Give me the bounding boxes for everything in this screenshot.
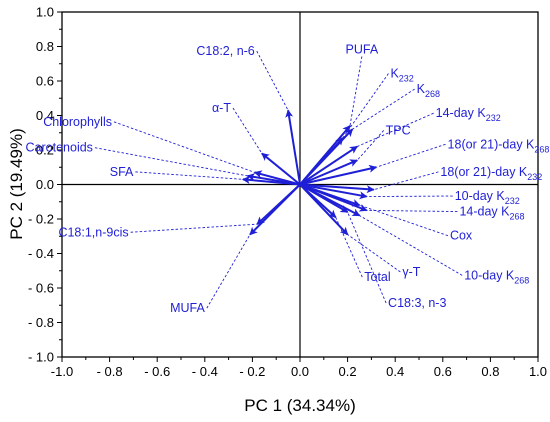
x-tick-label: 0.0 [291,364,309,379]
label-chlorophylls: Chlorophylls [43,115,112,129]
leader-c18-1-n-9cis [130,223,258,233]
label-sfa: SFA [110,165,134,179]
x-tick-label: - 0.2 [239,364,265,379]
leader-carotenoids [94,147,248,177]
leader-t [232,107,263,154]
label-c18-1-n-9cis: C18:1,n-9cis [58,225,128,239]
y-axis-title: PC 2 (19.49%) [7,128,26,240]
y-tick-label: - 0.6 [28,281,54,296]
x-axis-title: PC 1 (34.34%) [244,396,356,415]
x-tick-label: - 0.4 [192,364,218,379]
x-tick-label: 0.6 [434,364,452,379]
y-tick-label: - 0.2 [28,212,54,227]
leader-cox [359,204,449,237]
x-tick-label: -1.0 [51,364,73,379]
leader-t [347,234,401,273]
arrow-tpc [299,159,359,186]
y-tick-label: 0.4 [36,108,54,123]
leader-pufa [349,56,363,126]
x-tick-label: 0.8 [481,364,499,379]
x-tick-label: 0.4 [386,364,404,379]
label-18-or-21-day-k232: 18(or 21)-day K232 [440,165,542,182]
y-tick-label: 0.8 [36,39,54,54]
arrow-14-day-k232 [299,145,358,186]
label-carotenoids: Carotenoids [26,141,93,155]
label-t: γ-T [402,265,420,279]
label-t: α-T [212,101,231,115]
label-c18-3-n-3: C18:3, n-3 [388,296,446,310]
leader-k232 [342,73,389,139]
y-tick-label: - 0.4 [28,246,54,261]
label-10-day-k268: 10-day K268 [464,268,529,285]
arrow-k268 [299,128,354,186]
leader-18-or-21-day-k268 [376,143,446,168]
loading-arrows [241,109,378,236]
label-cox: Cox [450,229,473,243]
label-c18-2-n-6: C18:2, n-6 [196,44,254,58]
arrow-10-day-k232 [299,183,368,200]
label-mufa: MUFA [170,301,205,315]
leader-10-day-k232 [366,195,453,198]
leader-14-day-k232 [356,112,434,147]
label-leader-lines [94,50,463,309]
leader-k268 [352,88,415,130]
y-tick-label: 0.2 [36,143,54,158]
tick-marks: -1.0 - 0.8 - 0.6 - 0.4 - 0.2 0.0 0.2 0.4 0.6 0.8 1… [28,5,547,380]
label-pufa: PUFA [346,42,379,56]
leader-tpc [356,130,385,161]
label-18-or-21-day-k268: 18(or 21)-day K268 [448,137,550,154]
arrow-sfa [241,175,301,186]
x-tick-label: - 0.8 [97,364,123,379]
leader-18-or-21-day-k232 [373,171,439,191]
y-tick-label: 0.6 [36,74,54,89]
x-tick-label: 0.2 [339,364,357,379]
arrow-total [299,183,337,219]
leader-c18-3-n-3 [347,211,387,304]
y-tick-label: 1.0 [36,5,54,20]
y-tick-label: - 1.0 [28,350,54,365]
leader-chlorophylls [113,121,255,173]
label-k268: K268 [417,82,440,99]
label-k232: K232 [390,67,413,84]
arrow-mufa [249,183,301,236]
arrow-c18-3-n-3 [299,183,349,213]
label-14-day-k268: 14-day K268 [459,205,524,222]
label-tpc: TPC [386,123,411,137]
leader-14-day-k268 [366,209,458,212]
arrow-t [261,152,301,186]
arrow-18-or-21-day-k268 [299,164,378,186]
y-tick-label: 0.0 [36,177,54,192]
leader-sfa [135,171,243,180]
label-14-day-k232: 14-day K232 [436,106,501,123]
x-tick-label: 1.0 [529,364,547,379]
leader-mufa [206,234,251,309]
y-tick-label: - 0.8 [28,315,54,330]
arrow-c18-2-n-6 [285,109,301,185]
label-10-day-k232: 10-day K232 [455,189,520,206]
arrow-18-or-21-day-k232 [299,183,375,194]
leader-10-day-k268 [359,215,463,276]
arrow-cox [299,183,361,207]
leader-c18-2-n-6 [256,50,289,111]
label-total: Total [364,270,390,284]
variable-labels: C18:2, n-6 α-T Chlorophylls Carotenoids SFA C… [26,42,550,315]
x-tick-label: - 0.6 [144,364,170,379]
